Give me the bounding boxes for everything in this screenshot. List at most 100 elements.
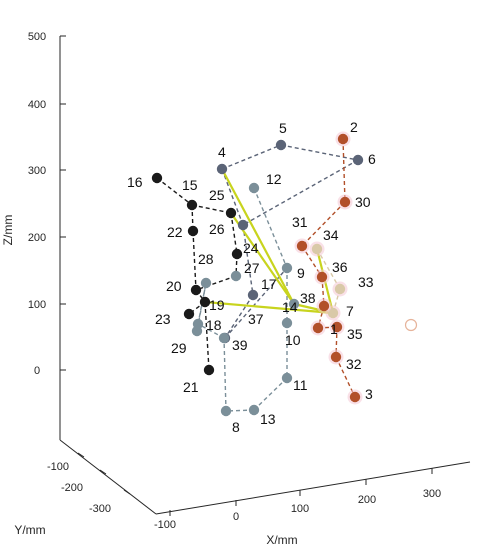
point-35 [331,321,343,333]
point-label-13: 13 [260,411,276,427]
point-label-39: 39 [232,337,248,353]
point-33 [334,283,346,295]
point-label-33: 33 [358,274,374,290]
point-4 [216,163,228,175]
point-label-30: 30 [355,194,371,210]
point-5 [275,139,287,151]
point-26 [237,219,249,231]
point-label-28: 28 [198,251,214,267]
point-label-14: 14 [282,299,298,315]
edge-34-33 [316,248,341,290]
point-label-8: 8 [232,419,240,435]
point-label-34: 34 [323,227,339,243]
x-tick-label: 100 [291,503,309,515]
point-20 [190,284,202,296]
point-34 [311,243,323,255]
x-tick-label: 300 [423,488,441,500]
point-label-38: 38 [300,290,316,306]
point-label-35: 35 [347,326,363,342]
point-11 [281,372,293,384]
point-label-19: 19 [209,297,225,313]
point-12 [248,182,260,194]
point-labels-layer: 1234567891011121314151617181920212223242… [127,119,376,435]
point-label-32: 32 [346,356,362,372]
hollow-marker [404,318,418,332]
z-tick-label: 400 [28,99,46,111]
point-2 [337,133,349,145]
y-axis-label: Y/mm [14,523,45,537]
edge-4-26 [221,168,244,226]
point-label-10: 10 [285,332,301,348]
y-tick-label: -300 [89,503,111,515]
y-tick-label: -100 [47,461,69,473]
z-tick-label: 200 [28,232,46,244]
edge-17-37 [224,294,254,339]
point-38 [318,300,330,312]
point-label-3: 3 [365,386,373,402]
x-tick-label: 0 [233,511,239,523]
edge-2-30 [342,138,346,203]
edge-8-39 [223,337,227,412]
point-16 [151,172,163,184]
z-tick-label: 500 [28,31,46,43]
point-label-9: 9 [297,265,305,281]
point-14 [288,298,300,310]
point-label-25: 25 [209,187,225,203]
point-label-27: 27 [244,260,260,276]
edge-19-7 [204,300,334,315]
point-28 [200,277,212,289]
edge-30-31 [301,201,346,247]
y-tick-label: -200 [61,482,83,494]
point-label-20: 20 [166,278,182,294]
x-tick-label: -100 [154,519,176,531]
point-7 [327,307,339,319]
edge-22-20 [192,230,197,291]
point-3 [349,391,361,403]
edge-12-9 [253,187,288,269]
y-tick-mark [123,489,131,495]
point-label-37: 37 [248,311,264,327]
edge-4-14 [221,168,295,305]
point-23 [183,308,195,320]
point-29 [191,325,203,337]
point-22 [187,225,199,237]
point-13 [248,404,260,416]
z-axis-label: Z/mm [1,215,15,246]
point-8 [220,405,232,417]
point-27 [230,270,242,282]
point-17 [247,289,259,301]
y-tick-mark [99,469,107,475]
point-label-31: 31 [292,214,308,230]
x-axis-line [155,461,471,515]
x-axis-label: X/mm [266,533,297,547]
point-label-21: 21 [183,379,199,395]
point-label-24: 24 [243,240,259,256]
edge-4-5 [221,144,282,170]
point-30 [339,196,351,208]
point-10 [281,317,293,329]
point-6 [352,154,364,166]
point-15 [186,199,198,211]
edge-27-20 [195,275,237,291]
edge-16-15 [156,177,193,206]
edge-35-32 [335,326,338,358]
edge-26-17 [242,224,254,296]
point-21 [203,364,215,376]
point-label-4: 4 [218,144,226,160]
point-25 [225,207,237,219]
point-label-12: 12 [266,171,282,187]
edge-19-21 [204,301,210,371]
x-tick-label: 200 [358,494,376,506]
axes-layer [59,35,471,516]
point-label-15: 15 [182,177,198,193]
point-label-29: 29 [171,340,187,356]
point-19 [199,296,211,308]
point-label-6: 6 [368,151,376,167]
point-label-18: 18 [206,317,222,333]
edge-11-13 [253,377,288,411]
point-label-23: 23 [155,311,171,327]
point-label-11: 11 [293,377,308,393]
point-31 [296,240,308,252]
